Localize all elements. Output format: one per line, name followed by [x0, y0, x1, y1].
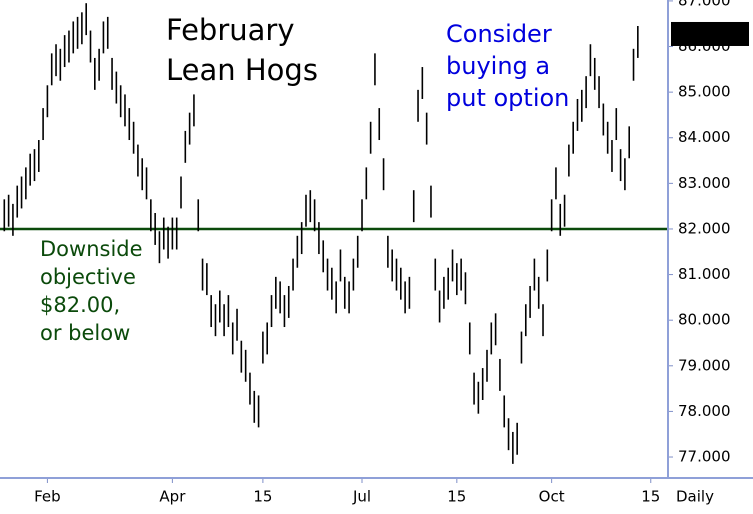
x-tick-label: Jul [352, 488, 371, 506]
x-tick-label: Oct [539, 488, 565, 506]
y-tick-label: 82.000 [678, 219, 731, 237]
y-tick-label: 78.000 [678, 402, 731, 420]
y-tick-label: 80.000 [678, 311, 731, 329]
x-tick-label: 15 [253, 488, 272, 506]
annotation: $82.00, [40, 293, 120, 317]
annotation: Consider [446, 20, 552, 48]
y-tick-label: 79.000 [678, 356, 731, 374]
y-tick-label: 85.000 [678, 83, 731, 101]
x-axis-label: Daily [676, 488, 714, 506]
x-tick-label: 15 [447, 488, 466, 506]
y-tick-label: 87.000 [678, 0, 731, 9]
last-price-label: 86.275 [677, 24, 730, 42]
y-tick-label: 81.000 [678, 265, 731, 283]
annotation: objective [40, 265, 136, 289]
chart-title: February [166, 13, 295, 47]
annotation: put option [446, 84, 569, 112]
x-tick-label: 15 [641, 488, 660, 506]
y-tick-label: 77.000 [678, 448, 731, 466]
last-price-box [671, 21, 749, 46]
x-tick-label: Apr [159, 488, 186, 506]
annotation: buying a [446, 52, 550, 80]
y-tick-label: 83.000 [678, 174, 731, 192]
y-tick-label: 84.000 [678, 128, 731, 146]
annotation: Downside [40, 237, 143, 261]
annotation: or below [40, 321, 130, 345]
chart-title: Lean Hogs [166, 53, 318, 87]
x-tick-label: Feb [34, 488, 61, 506]
